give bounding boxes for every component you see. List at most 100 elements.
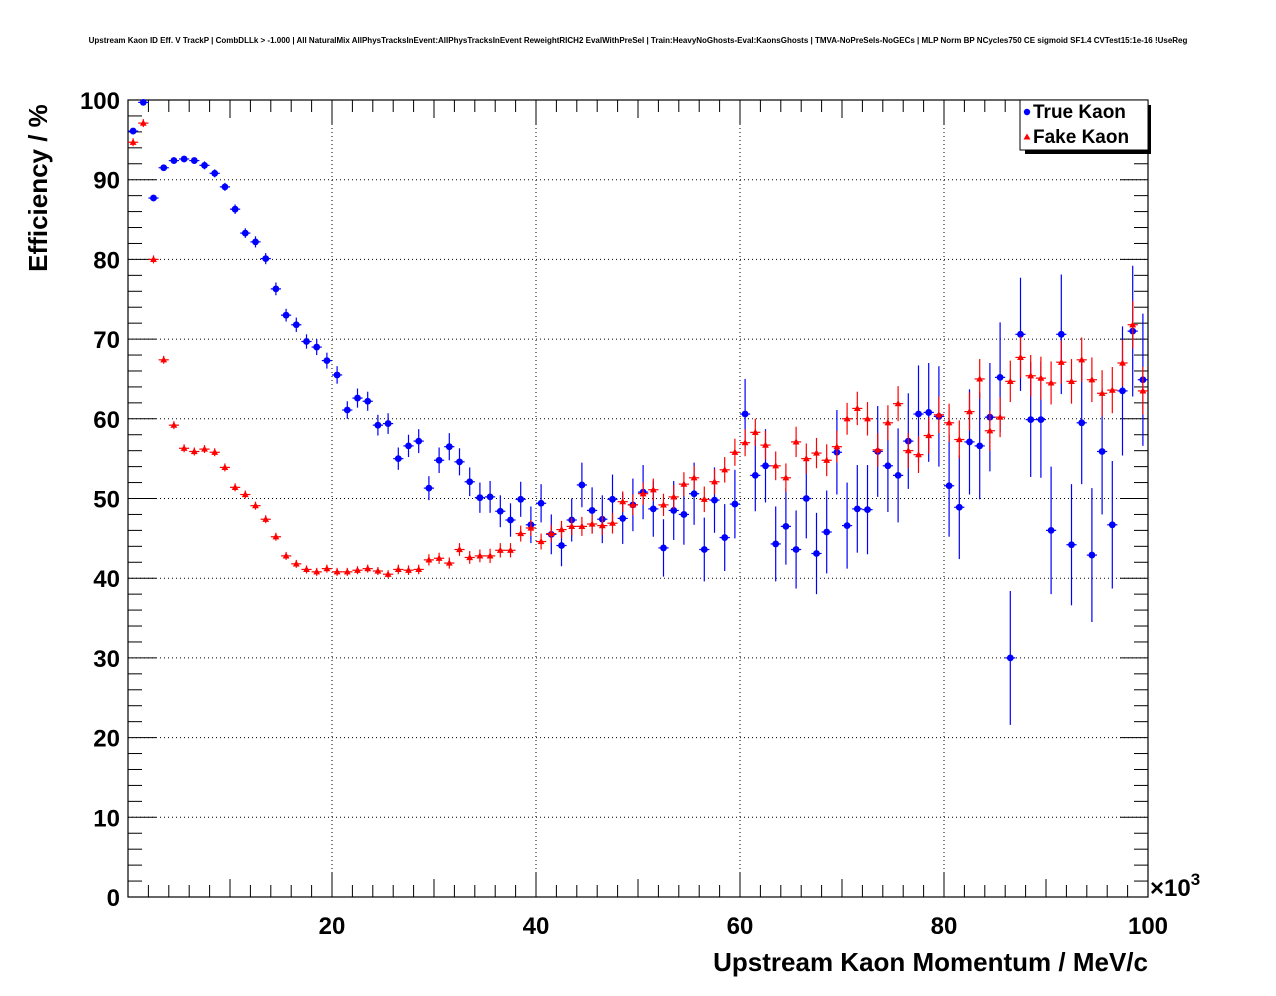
- data-point-fake-kaon: [150, 255, 157, 262]
- data-point-true-kaon: [1098, 448, 1106, 455]
- data-point-fake-kaon: [884, 419, 892, 426]
- legend-box: [1019, 99, 1149, 151]
- data-point-fake-kaon: [751, 428, 759, 435]
- data-point-fake-kaon: [221, 463, 229, 471]
- data-point-true-kaon: [1037, 416, 1045, 423]
- data-point-true-kaon: [915, 410, 922, 418]
- data-point-fake-kaon: [894, 400, 902, 407]
- data-point-true-kaon: [272, 285, 280, 293]
- data-point-fake-kaon: [241, 490, 249, 498]
- data-point-fake-kaon: [639, 490, 647, 497]
- data-point-true-kaon: [853, 505, 861, 513]
- data-point-true-kaon: [445, 443, 453, 451]
- data-point-fake-kaon: [700, 495, 708, 502]
- data-point-fake-kaon: [496, 546, 504, 553]
- data-point-true-kaon: [374, 421, 382, 429]
- data-point-fake-kaon: [762, 441, 769, 448]
- data-point-true-kaon: [1108, 521, 1116, 529]
- data-point-true-kaon: [1047, 526, 1055, 534]
- data-point-fake-kaon: [303, 565, 310, 573]
- x-tick-label: 80: [931, 913, 958, 940]
- data-point-true-kaon: [578, 481, 586, 489]
- data-point-true-kaon: [507, 516, 514, 524]
- data-point-true-kaon: [282, 311, 290, 319]
- data-point-true-kaon: [262, 255, 270, 263]
- data-point-true-kaon: [1057, 330, 1065, 338]
- legend: True Kaon Fake Kaon: [1019, 99, 1151, 154]
- data-point-fake-kaon: [649, 486, 657, 493]
- data-point-true-kaon: [394, 455, 402, 463]
- data-point-true-kaon: [823, 528, 831, 536]
- data-point-fake-kaon: [1027, 372, 1035, 379]
- data-point-fake-kaon: [537, 537, 545, 545]
- data-point-true-kaon: [864, 506, 871, 514]
- data-point-fake-kaon: [731, 448, 739, 455]
- data-point-fake-kaon: [619, 498, 627, 505]
- data-point-true-kaon: [1027, 416, 1035, 423]
- data-point-true-kaon: [762, 462, 769, 470]
- series-true-kaon: [128, 98, 1148, 725]
- y-tick-label: 40: [93, 566, 120, 593]
- data-point-fake-kaon: [945, 419, 953, 426]
- data-point-fake-kaon: [711, 478, 718, 485]
- legend-marker-true-kaon: [1023, 108, 1031, 116]
- data-point-fake-kaon: [476, 552, 484, 559]
- data-point-fake-kaon: [874, 446, 882, 453]
- data-point-true-kaon: [558, 542, 565, 549]
- data-point-fake-kaon: [313, 568, 321, 575]
- data-point-true-kaon: [241, 229, 249, 237]
- data-point-fake-kaon: [486, 552, 494, 559]
- data-point-fake-kaon: [517, 529, 525, 537]
- data-point-true-kaon: [476, 494, 484, 502]
- data-point-fake-kaon: [129, 138, 137, 145]
- data-point-true-kaon: [721, 534, 729, 541]
- grid: [128, 100, 1148, 897]
- x-multiplier-base: ×10: [1150, 875, 1191, 902]
- data-point-true-kaon: [129, 127, 137, 135]
- data-point-true-kaon: [813, 550, 820, 557]
- data-point-fake-kaon: [527, 524, 535, 531]
- legend-label-true-kaon: True Kaon: [1033, 102, 1126, 123]
- data-point-fake-kaon: [598, 521, 606, 529]
- legend-label-fake-kaon: Fake Kaon: [1033, 127, 1129, 148]
- data-point-true-kaon: [792, 546, 800, 553]
- data-point-fake-kaon: [394, 565, 402, 573]
- data-point-true-kaon: [425, 484, 433, 492]
- data-point-fake-kaon: [170, 421, 178, 428]
- y-tick-label: 20: [93, 726, 120, 753]
- x-tick-label: 100: [1128, 913, 1168, 940]
- x-tick-label: 60: [727, 913, 754, 940]
- data-point-true-kaon: [160, 164, 168, 172]
- data-point-fake-kaon: [1037, 374, 1045, 381]
- data-point-fake-kaon: [823, 456, 831, 463]
- data-point-fake-kaon: [425, 556, 433, 563]
- data-point-true-kaon: [333, 371, 341, 379]
- legend-marker-fake-kaon: [1023, 133, 1031, 140]
- data-point-fake-kaon: [609, 519, 616, 526]
- data-point-fake-kaon: [507, 546, 514, 553]
- data-point-fake-kaon: [456, 545, 463, 553]
- data-point-fake-kaon: [323, 565, 331, 572]
- data-point-true-kaon: [996, 373, 1004, 381]
- data-point-fake-kaon: [915, 451, 922, 458]
- data-point-true-kaon: [588, 507, 596, 514]
- data-point-fake-kaon: [231, 483, 239, 490]
- data-point-true-kaon: [190, 157, 198, 164]
- data-point-true-kaon: [201, 161, 208, 169]
- data-point-true-kaon: [456, 458, 463, 466]
- data-point-true-kaon: [435, 456, 443, 464]
- data-point-true-kaon: [955, 503, 963, 511]
- data-point-true-kaon: [211, 169, 219, 177]
- data-point-true-kaon: [496, 507, 504, 515]
- data-point-fake-kaon: [333, 568, 341, 575]
- data-point-fake-kaon: [629, 501, 637, 508]
- data-point-fake-kaon: [1006, 377, 1014, 384]
- data-point-true-kaon: [537, 499, 545, 507]
- data-point-true-kaon: [323, 357, 331, 365]
- data-point-fake-kaon: [201, 445, 208, 452]
- data-point-fake-kaon: [935, 411, 943, 418]
- y-tick-label: 70: [93, 327, 120, 354]
- x-tick-label: 40: [523, 913, 550, 940]
- data-point-fake-kaon: [864, 415, 871, 422]
- data-point-fake-kaon: [415, 565, 423, 573]
